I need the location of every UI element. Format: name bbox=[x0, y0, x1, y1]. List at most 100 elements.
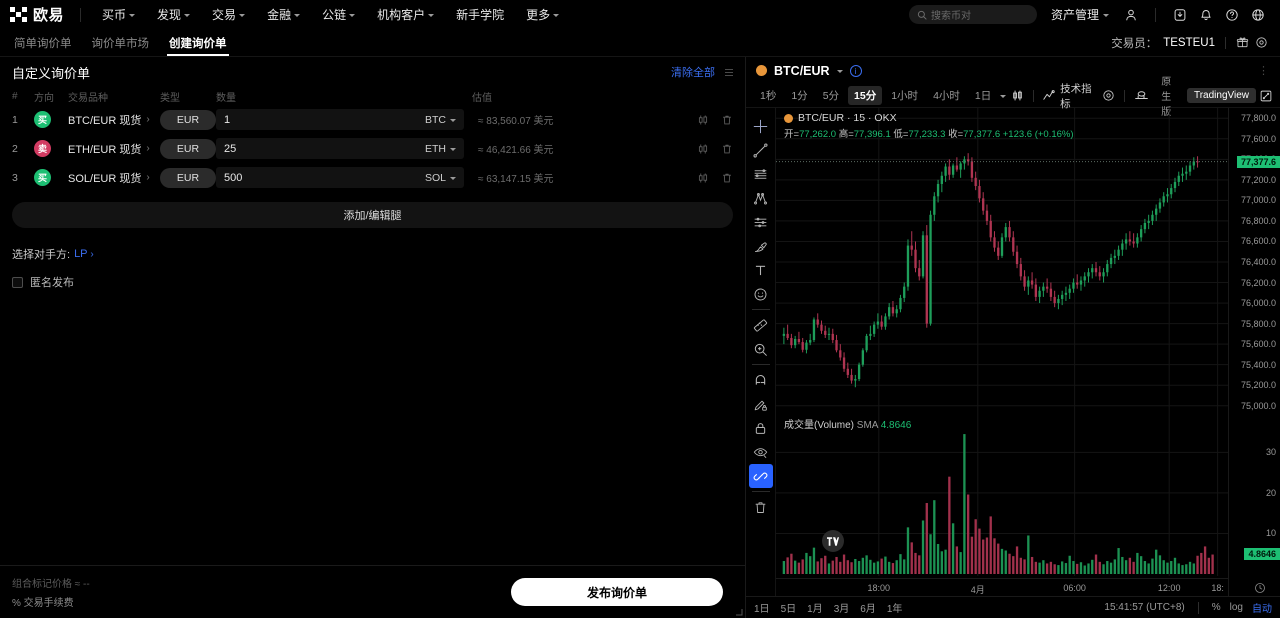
range-1m[interactable]: 1月 bbox=[807, 604, 823, 615]
view-native-button[interactable]: 原生版 bbox=[1161, 77, 1172, 118]
quantity-input[interactable]: 1 BTC bbox=[216, 109, 464, 130]
range-5d[interactable]: 5日 bbox=[780, 604, 797, 615]
instrument-selector[interactable]: BTC/EUR 现货 › bbox=[68, 112, 160, 128]
magnet-icon[interactable] bbox=[749, 368, 773, 392]
brush-icon[interactable] bbox=[749, 234, 773, 258]
type-pill[interactable]: EUR bbox=[160, 167, 216, 188]
pattern-icon[interactable] bbox=[749, 210, 773, 234]
log-scale-button[interactable]: log bbox=[1229, 602, 1243, 613]
chart-type-icon[interactable] bbox=[1009, 89, 1026, 102]
search-input[interactable]: 搜索币对 bbox=[908, 5, 1037, 24]
chevron-down-icon[interactable] bbox=[836, 70, 843, 73]
percent-scale-button[interactable]: % bbox=[1211, 602, 1221, 613]
quantity-input[interactable]: 25 ETH bbox=[216, 138, 464, 159]
quantity-unit-selector[interactable]: BTC bbox=[425, 114, 456, 126]
range-6m[interactable]: 6月 bbox=[860, 604, 876, 615]
quantity-unit-selector[interactable]: ETH bbox=[425, 143, 456, 155]
candlestick-icon[interactable] bbox=[697, 114, 709, 126]
delete-row-icon[interactable] bbox=[721, 114, 733, 126]
delete-row-icon[interactable] bbox=[721, 172, 733, 184]
timeframe-1h[interactable]: 1小时 bbox=[891, 90, 919, 102]
lock-icon[interactable] bbox=[749, 416, 773, 440]
type-pill[interactable]: EUR bbox=[160, 138, 216, 159]
nav-item-discover[interactable]: 发现 bbox=[146, 6, 201, 23]
emoji-icon[interactable] bbox=[749, 282, 773, 306]
trash-icon[interactable] bbox=[749, 495, 773, 519]
asset-management-menu[interactable]: 资产管理 bbox=[1039, 6, 1117, 23]
panel-drag-handle[interactable] bbox=[725, 68, 733, 76]
settings-icon[interactable] bbox=[1255, 36, 1268, 49]
side-badge[interactable]: 买 bbox=[34, 169, 51, 186]
range-3m[interactable]: 3月 bbox=[833, 604, 850, 615]
trend-line-icon[interactable] bbox=[749, 138, 773, 162]
side-badge[interactable]: 卖 bbox=[34, 140, 51, 157]
text-icon[interactable] bbox=[749, 258, 773, 282]
publish-rfq-button[interactable]: 发布询价单 bbox=[511, 578, 723, 606]
compare-icon[interactable] bbox=[1132, 90, 1151, 102]
nav-item-buy-crypto[interactable]: 买币 bbox=[91, 6, 146, 23]
nav-item-trade[interactable]: 交易 bbox=[201, 6, 256, 23]
timeframe-4h[interactable]: 4小时 bbox=[933, 90, 960, 102]
bell-icon[interactable] bbox=[1194, 3, 1218, 27]
tab-create-rfq[interactable]: 创建询价单 bbox=[167, 29, 229, 56]
tab-simple-rfq[interactable]: 简单询价单 bbox=[12, 29, 74, 56]
candlestick-icon[interactable] bbox=[697, 172, 709, 184]
price-axis-tick: 75,000.0 bbox=[1240, 400, 1276, 411]
timeframe-1m[interactable]: 1分 bbox=[791, 90, 808, 102]
nav-item-more[interactable]: 更多 bbox=[515, 6, 570, 23]
add-edit-leg-button[interactable]: 添加/编辑腿 bbox=[12, 202, 733, 228]
auto-scale-button[interactable]: 自动 bbox=[1252, 604, 1272, 615]
instrument-selector[interactable]: ETH/EUR 现货 › bbox=[68, 141, 160, 157]
link-icon[interactable] bbox=[748, 464, 773, 488]
clock-icon[interactable] bbox=[1254, 582, 1266, 594]
nav-item-chain[interactable]: 公链 bbox=[311, 6, 366, 23]
fullscreen-icon[interactable] bbox=[1260, 90, 1272, 102]
measure-icon[interactable] bbox=[749, 313, 773, 337]
okx-logo[interactable]: 欧易 bbox=[10, 4, 64, 25]
tab-rfq-market[interactable]: 询价单市场 bbox=[90, 29, 152, 56]
pencil-lock-icon[interactable] bbox=[749, 392, 773, 416]
time-axis-tick: 06:00 bbox=[1063, 583, 1086, 593]
view-tradingview-button[interactable]: TradingView bbox=[1186, 88, 1256, 103]
horizontal-lines-icon[interactable] bbox=[749, 162, 773, 186]
quantity-input[interactable]: 500 SOL bbox=[216, 167, 464, 188]
type-pill[interactable]: EUR bbox=[160, 109, 216, 130]
instrument-selector[interactable]: SOL/EUR 现货 › bbox=[68, 170, 160, 186]
nav-label: 交易 bbox=[212, 8, 237, 22]
nav-item-academy[interactable]: 新手学院 bbox=[445, 6, 515, 23]
zoom-icon[interactable] bbox=[749, 337, 773, 361]
chart-plot[interactable]: BTC/EUR · 15 · OKX 开=77,262.0 高=77,396.1… bbox=[776, 108, 1280, 596]
timeframe-1d[interactable]: 1日 bbox=[974, 90, 992, 102]
chart-settings-icon[interactable] bbox=[1100, 89, 1117, 102]
nav-label: 买币 bbox=[102, 8, 127, 22]
nav-item-institutional[interactable]: 机构客户 bbox=[366, 6, 445, 23]
candlestick-icon[interactable] bbox=[697, 143, 709, 155]
clear-all-button[interactable]: 清除全部 bbox=[671, 67, 715, 79]
help-icon[interactable] bbox=[1220, 3, 1244, 27]
timeframe-1s[interactable]: 1秒 bbox=[760, 90, 777, 102]
price-axis[interactable]: 77,800.077,600.077,400.077,200.077,000.0… bbox=[1228, 108, 1280, 596]
quantity-unit-selector[interactable]: SOL bbox=[425, 172, 456, 184]
counterparty-selector[interactable]: LP › bbox=[74, 248, 94, 260]
delete-row-icon[interactable] bbox=[721, 143, 733, 155]
resize-grip[interactable] bbox=[735, 608, 743, 616]
nav-item-finance[interactable]: 金融 bbox=[256, 6, 311, 23]
anonymous-checkbox[interactable] bbox=[12, 276, 23, 288]
info-icon[interactable]: i bbox=[849, 64, 862, 77]
range-1d[interactable]: 1日 bbox=[754, 604, 770, 615]
gift-icon[interactable] bbox=[1236, 36, 1249, 49]
range-1y[interactable]: 1年 bbox=[886, 604, 903, 615]
pitchfork-icon[interactable] bbox=[749, 186, 773, 210]
timeframe-15m[interactable]: 15分 bbox=[848, 86, 883, 105]
side-badge[interactable]: 买 bbox=[34, 111, 51, 128]
crosshair-icon[interactable] bbox=[749, 114, 773, 138]
download-icon[interactable] bbox=[1168, 3, 1192, 27]
timeframe-5m[interactable]: 5分 bbox=[822, 90, 840, 102]
chart-panel-menu[interactable]: ⋮ bbox=[1258, 65, 1270, 77]
indicators-button[interactable]: 技术指标 bbox=[1041, 81, 1097, 111]
chevron-down-icon[interactable] bbox=[1000, 95, 1007, 98]
time-axis[interactable]: 18:00 4月 06:00 12:00 18: bbox=[776, 578, 1265, 596]
user-icon[interactable] bbox=[1119, 3, 1143, 27]
globe-icon[interactable] bbox=[1246, 3, 1270, 27]
eye-icon[interactable] bbox=[749, 440, 773, 464]
